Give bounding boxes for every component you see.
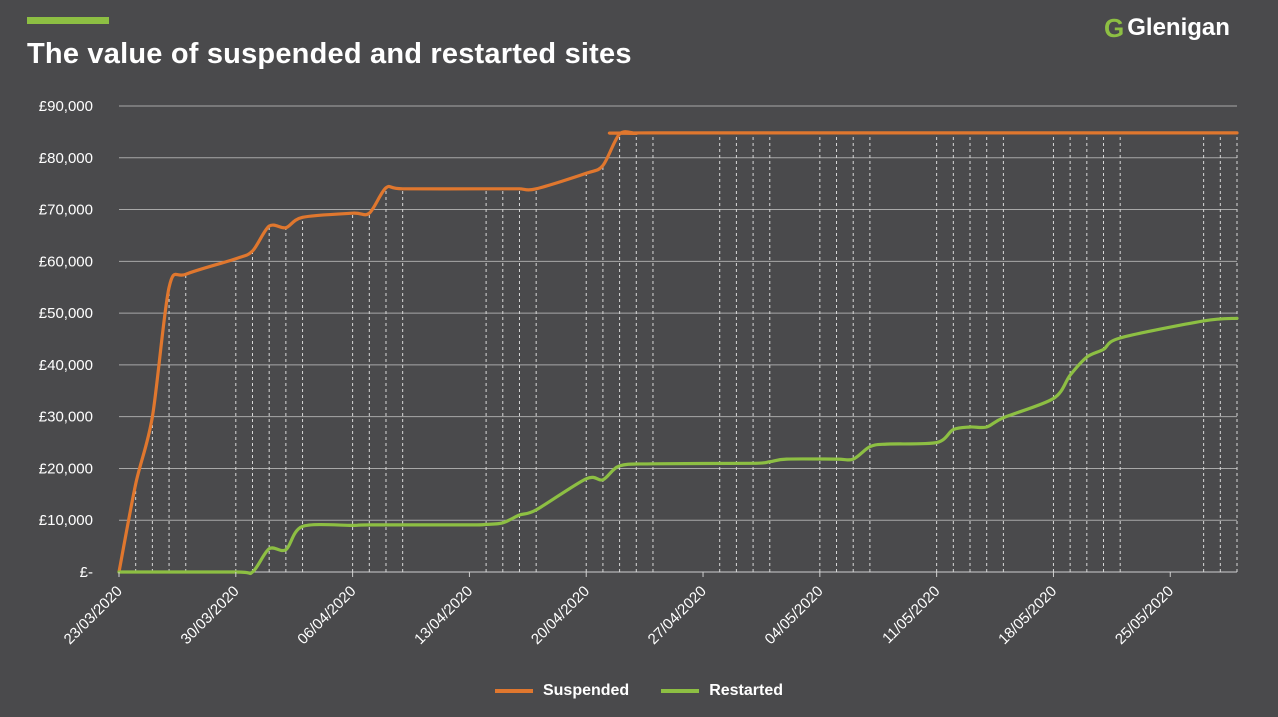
legend: Suspended Restarted: [0, 682, 1278, 700]
legend-swatch-suspended: [494, 689, 533, 693]
x-tick-label: 27/04/2020: [645, 583, 710, 648]
y-tick-label: £80,000: [39, 150, 93, 167]
x-tick-label: 18/05/2020: [995, 583, 1060, 648]
y-tick-label: £70,000: [39, 202, 93, 219]
legend-item-restarted: Restarted: [661, 682, 783, 700]
x-tick-label: 23/03/2020: [61, 583, 126, 648]
x-tick-label: 11/05/2020: [879, 583, 943, 647]
x-tick-label: 04/05/2020: [762, 583, 827, 648]
x-tick-label: 13/04/2020: [411, 583, 476, 648]
x-axis: 23/03/2020 30/03/2020 06/04/2020 13/04/2020…: [61, 572, 1177, 648]
legend-label-suspended: Suspended: [542, 682, 630, 699]
legend-swatch-restarted: [661, 689, 700, 693]
grid-layer: [119, 105, 1237, 573]
legend-item-suspended: Suspended: [494, 682, 630, 700]
y-tick-label: £10,000: [39, 512, 93, 529]
y-tick-label: £20,000: [39, 460, 93, 477]
title-accent-bar: [27, 17, 109, 24]
date-guide-layer: [135, 132, 1238, 572]
series-line-restarted: [117, 316, 1239, 576]
y-tick-label: £30,000: [39, 409, 93, 426]
logo-wordmark: Glenigan: [1127, 14, 1230, 41]
y-tick-label: £50,000: [39, 305, 93, 322]
y-tick-label: £40,000: [39, 357, 93, 374]
chart-title: The value of suspended and restarted sit…: [27, 38, 632, 70]
x-tick-label: 06/04/2020: [294, 583, 359, 648]
y-tick-label: £-: [80, 564, 93, 581]
x-tick-label: 20/04/2020: [528, 583, 593, 648]
glenigan-logo: G Glenigan: [1104, 15, 1230, 41]
series-layer: [117, 130, 1239, 576]
series-line-suspended: [117, 130, 1239, 574]
y-tick-label: £60,000: [39, 253, 93, 270]
legend-label-restarted: Restarted: [709, 682, 784, 699]
x-tick-label: 30/03/2020: [178, 583, 243, 648]
y-axis: £- £10,000 £20,000 £30,000 £40,000 £50,000 £60…: [39, 98, 93, 581]
logo-g-icon: G: [1104, 13, 1125, 43]
x-tick-label: 25/05/2020: [1112, 583, 1177, 648]
y-tick-label: £90,000: [39, 98, 93, 115]
